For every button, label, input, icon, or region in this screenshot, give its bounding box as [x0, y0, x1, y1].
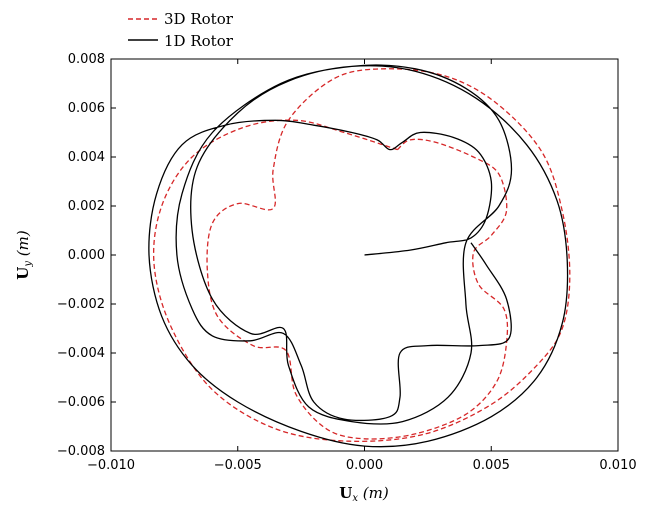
y-axis-label: Uy (m): [14, 230, 34, 280]
legend-label-3d-rotor: 3D Rotor: [164, 10, 234, 28]
y-tick-label: −0.006: [57, 395, 105, 410]
y-tick-label: −0.002: [57, 297, 105, 312]
series-line-3d-rotor: [153, 68, 571, 443]
legend-label-1d-rotor: 1D Rotor: [164, 32, 234, 50]
x-tick-label: −0.010: [87, 458, 135, 473]
y-tick-label: 0.002: [68, 199, 105, 214]
x-axis-label: Ux (m): [339, 484, 389, 504]
x-tick-label: 0.010: [599, 458, 636, 473]
legend: 3D Rotor 1D Rotor: [128, 10, 234, 50]
x-tick-label: 0.005: [473, 458, 510, 473]
y-tick-label: 0.008: [68, 52, 105, 67]
series-line-1d-rotor: [148, 64, 569, 448]
y-tick-label: −0.004: [57, 346, 105, 361]
y-tick-label: 0.000: [68, 248, 105, 263]
x-tick-label: 0.000: [346, 458, 383, 473]
y-tick-label: 0.006: [68, 101, 105, 116]
y-tick-label: −0.008: [57, 444, 105, 459]
x-tick-label: −0.005: [214, 458, 262, 473]
series-group: [148, 64, 571, 448]
y-tick-label: 0.004: [68, 150, 105, 165]
tick-group: −0.010 −0.005 0.000 0.005 0.010 −0.008 −0.006 −…: [57, 52, 637, 473]
